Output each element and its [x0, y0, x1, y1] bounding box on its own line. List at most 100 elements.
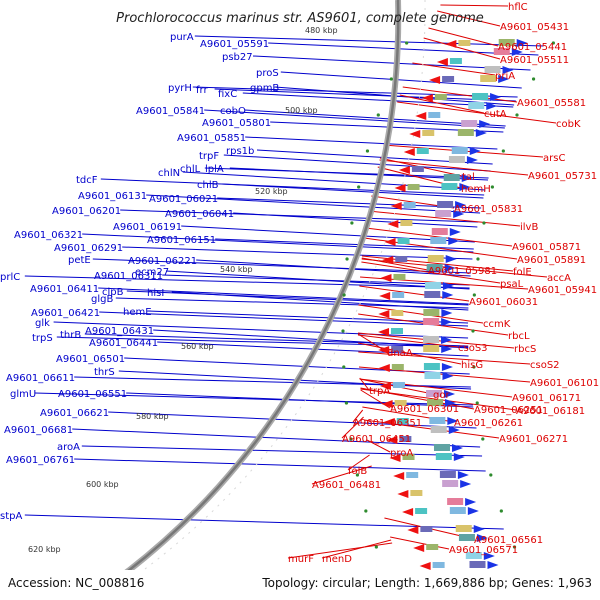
forward-gene-label: A9601_05591: [200, 39, 269, 50]
reverse-gene-label: A9601_05731: [528, 171, 597, 182]
reverse-gene-arrow: [407, 526, 419, 534]
forward-gene-label: thrB: [60, 330, 81, 341]
reverse-gene-arrow: [397, 490, 409, 498]
forward-gene-label: hisI: [147, 288, 164, 299]
forward-gene-block: [427, 255, 444, 262]
forward-gene-block: [437, 201, 454, 208]
gc-marker: [475, 401, 479, 405]
reverse-gene-arrow: [429, 76, 441, 84]
forward-gene-label: A9601_06441: [89, 338, 158, 349]
gene-tracks: [341, 39, 555, 570]
forward-gene-arrow: [479, 120, 491, 128]
forward-gene-arrow: [476, 534, 488, 542]
forward-gene-label: aroA: [57, 442, 80, 453]
forward-connector: [108, 411, 477, 429]
gc-marker: [472, 365, 476, 369]
reverse-gene-arrow: [382, 256, 394, 264]
forward-gene-block: [423, 318, 440, 325]
reverse-gene-label: A9601_06301: [390, 404, 459, 415]
reverse-connector: [361, 261, 501, 284]
forward-gene-arrow: [511, 48, 523, 56]
forward-gene-block: [427, 399, 444, 406]
reverse-gene-label: ccmK: [483, 319, 511, 330]
reverse-gene-label: A9601_06031: [469, 297, 538, 308]
forward-connector: [24, 275, 470, 289]
forward-gene-label: prlC: [0, 272, 20, 283]
reverse-gene-block: [391, 346, 404, 352]
reverse-connector: [352, 409, 364, 423]
gc-marker: [344, 401, 349, 405]
forward-connector: [56, 336, 469, 348]
gc-marker: [471, 329, 475, 333]
reverse-gene-arrow: [380, 274, 392, 282]
forward-gene-block: [465, 552, 482, 559]
forward-gene-arrow: [453, 453, 465, 461]
forward-gene-label: tdcF: [76, 175, 98, 186]
forward-gene-arrow: [486, 102, 498, 110]
reverse-gene-label: ilvB: [520, 222, 538, 233]
reverse-connector: [321, 539, 392, 559]
forward-gene-arrow: [461, 174, 473, 182]
reverse-gene-block: [402, 454, 415, 460]
reverse-gene-label: rbcS: [514, 344, 536, 355]
gc-marker: [476, 257, 480, 261]
reverse-connector: [358, 304, 484, 324]
forward-gene-label: A9601_06311: [94, 271, 163, 282]
forward-gene-arrow: [498, 75, 510, 83]
reverse-gene-label: rbcL: [508, 331, 530, 342]
reverse-connector: [359, 285, 470, 302]
forward-gene-block: [429, 417, 446, 424]
forward-gene-label: glmU: [10, 389, 36, 400]
reverse-gene-arrow: [398, 166, 410, 174]
forward-gene-label: A9601_06021: [149, 194, 218, 205]
gc-marker: [482, 221, 486, 225]
forward-connector: [194, 35, 544, 47]
forward-gene-label: thrS: [94, 367, 115, 378]
footer-band: [0, 570, 600, 600]
reverse-connector: [358, 351, 531, 365]
reverse-gene-label: proA: [390, 448, 413, 459]
forward-gene-label: A9601_06501: [56, 354, 125, 365]
reverse-gene-block: [391, 364, 404, 370]
gc-marker: [389, 77, 393, 81]
forward-gene-block: [493, 48, 510, 55]
forward-gene-label: A9601_06411: [30, 284, 99, 295]
gc-marker: [349, 437, 353, 441]
forward-gene-label: rps1b: [226, 146, 254, 157]
forward-gene-label: A9601_06681: [4, 425, 73, 436]
tick-560: 560 kbp: [181, 342, 214, 351]
forward-gene-block: [449, 507, 466, 514]
reverse-gene-arrow: [389, 454, 401, 462]
forward-gene-block: [431, 228, 448, 235]
gc-marker: [489, 473, 493, 477]
reverse-connector: [399, 94, 485, 114]
tick-540: 540 kbp: [220, 265, 253, 274]
reverse-gene-block: [411, 166, 424, 172]
forward-gene-label: glk: [35, 318, 50, 329]
forward-connector: [124, 357, 470, 375]
forward-gene-arrow: [441, 336, 453, 344]
forward-gene-block: [472, 93, 489, 100]
gc-marker: [350, 221, 354, 225]
reverse-gene-label: hisG: [461, 360, 483, 371]
forward-gene-block: [455, 525, 472, 532]
reverse-gene-label: A9601_06481: [312, 480, 381, 491]
reverse-gene-block: [410, 490, 423, 496]
tick-520: 520 kbp: [255, 187, 288, 196]
forward-gene-arrow: [442, 291, 454, 299]
gc-marker: [342, 365, 346, 369]
reverse-gene-block: [432, 562, 445, 568]
reverse-gene-block: [392, 292, 405, 298]
forward-gene-arrow: [516, 39, 528, 47]
forward-gene-label: chlN: [158, 168, 180, 179]
reverse-gene-label: A9601_06571: [449, 545, 518, 556]
forward-gene-arrow: [444, 390, 456, 398]
reverse-gene-block: [407, 184, 420, 190]
forward-gene-block: [426, 390, 443, 397]
forward-gene-block: [423, 345, 440, 352]
reverse-gene-block: [416, 148, 429, 154]
reverse-connector: [428, 27, 499, 47]
gc-marker: [531, 77, 536, 81]
reverse-connector: [366, 439, 391, 453]
